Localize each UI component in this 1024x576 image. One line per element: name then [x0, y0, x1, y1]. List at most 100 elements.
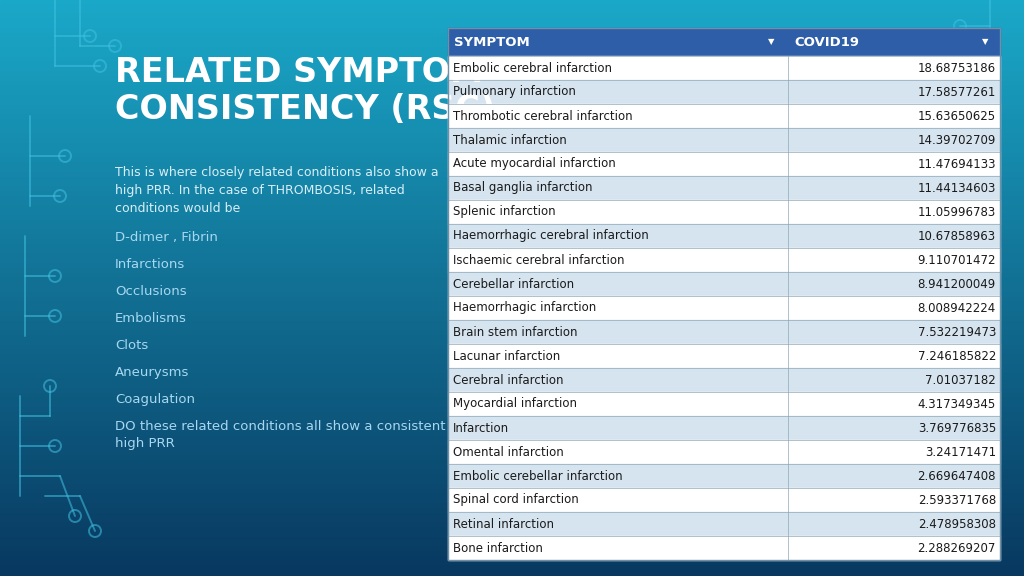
Text: Clots: Clots [115, 339, 148, 352]
Text: Cerebellar infarction: Cerebellar infarction [453, 278, 574, 290]
Bar [0, 91, 1024, 96]
Bar [0, 144, 1024, 149]
Text: 8.008942224: 8.008942224 [918, 301, 996, 314]
Text: Thalamic infarction: Thalamic infarction [453, 134, 566, 146]
Bar [0, 302, 1024, 307]
Bar [0, 67, 1024, 72]
Text: 11.44134603: 11.44134603 [918, 181, 996, 195]
Text: Infarction: Infarction [453, 422, 509, 434]
Bar [0, 216, 1024, 221]
Bar [0, 24, 1024, 29]
Text: 17.58577261: 17.58577261 [918, 85, 996, 98]
Bar [0, 475, 1024, 480]
Bar [0, 307, 1024, 312]
Text: Aneurysms: Aneurysms [115, 366, 189, 379]
Bar [0, 134, 1024, 139]
Bar [449, 392, 1000, 416]
Bar [0, 552, 1024, 557]
Bar [0, 211, 1024, 216]
Text: Splenic infarction: Splenic infarction [453, 206, 556, 218]
Bar [0, 293, 1024, 298]
Bar [0, 197, 1024, 202]
Bar [0, 187, 1024, 192]
Bar [449, 56, 1000, 80]
Text: Retinal infarction: Retinal infarction [453, 517, 554, 530]
Bar [0, 183, 1024, 187]
Bar [0, 427, 1024, 432]
Bar [0, 446, 1024, 451]
Bar [0, 105, 1024, 111]
Bar [0, 19, 1024, 24]
Text: Lacunar infarction: Lacunar infarction [453, 350, 560, 362]
Bar [0, 471, 1024, 475]
Bar [0, 490, 1024, 494]
Bar [0, 255, 1024, 259]
Bar [0, 562, 1024, 566]
Bar [0, 86, 1024, 91]
Bar [0, 399, 1024, 403]
Bar [0, 456, 1024, 461]
Text: Spinal cord infarction: Spinal cord infarction [453, 494, 579, 506]
Bar [0, 269, 1024, 274]
Text: Ischaemic cerebral infarction: Ischaemic cerebral infarction [453, 253, 625, 267]
Bar [0, 249, 1024, 255]
Bar [0, 192, 1024, 197]
Bar [0, 29, 1024, 33]
Bar [0, 393, 1024, 399]
Text: 2.669647408: 2.669647408 [918, 469, 996, 483]
Text: Embolic cerebellar infarction: Embolic cerebellar infarction [453, 469, 623, 483]
Bar [449, 320, 1000, 344]
Bar [0, 403, 1024, 408]
Text: 9.110701472: 9.110701472 [918, 253, 996, 267]
Text: Brain stem infarction: Brain stem infarction [453, 325, 578, 339]
Bar [0, 504, 1024, 509]
Bar [0, 0, 1024, 5]
Bar [0, 571, 1024, 576]
Bar [0, 62, 1024, 67]
Bar [0, 96, 1024, 101]
Bar [449, 464, 1000, 488]
Bar [0, 518, 1024, 523]
Text: Infarctions: Infarctions [115, 258, 185, 271]
Bar [0, 221, 1024, 226]
Text: Basal ganglia infarction: Basal ganglia infarction [453, 181, 593, 195]
Text: Cerebral infarction: Cerebral infarction [453, 373, 563, 386]
Bar [0, 278, 1024, 283]
Bar [0, 235, 1024, 240]
Bar [0, 48, 1024, 53]
Bar [0, 360, 1024, 365]
Bar [0, 240, 1024, 245]
Bar [0, 509, 1024, 514]
Text: SYMPTOM: SYMPTOM [454, 36, 529, 48]
Bar [0, 245, 1024, 249]
Bar [0, 33, 1024, 39]
Bar [0, 72, 1024, 77]
Bar [449, 28, 1000, 560]
Bar [0, 139, 1024, 144]
Bar [0, 533, 1024, 537]
Bar [0, 346, 1024, 350]
Bar [449, 536, 1000, 560]
Text: 11.47694133: 11.47694133 [918, 157, 996, 170]
Bar [0, 379, 1024, 384]
Bar [449, 200, 1000, 224]
Text: 2.288269207: 2.288269207 [918, 541, 996, 555]
Bar [0, 442, 1024, 446]
Text: 11.05996783: 11.05996783 [918, 206, 996, 218]
Bar [0, 485, 1024, 490]
Bar [0, 557, 1024, 562]
Text: Haemorrhagic infarction: Haemorrhagic infarction [453, 301, 596, 314]
Text: 4.317349345: 4.317349345 [918, 397, 996, 411]
Bar [0, 283, 1024, 288]
Bar [0, 408, 1024, 413]
Text: 2.593371768: 2.593371768 [918, 494, 996, 506]
Text: 10.67858963: 10.67858963 [918, 229, 996, 242]
Bar [0, 418, 1024, 422]
Bar [449, 152, 1000, 176]
Text: 15.63650625: 15.63650625 [918, 109, 996, 123]
Bar [0, 111, 1024, 115]
Bar [0, 528, 1024, 533]
Bar [0, 259, 1024, 264]
Bar [0, 547, 1024, 552]
Bar [0, 437, 1024, 442]
